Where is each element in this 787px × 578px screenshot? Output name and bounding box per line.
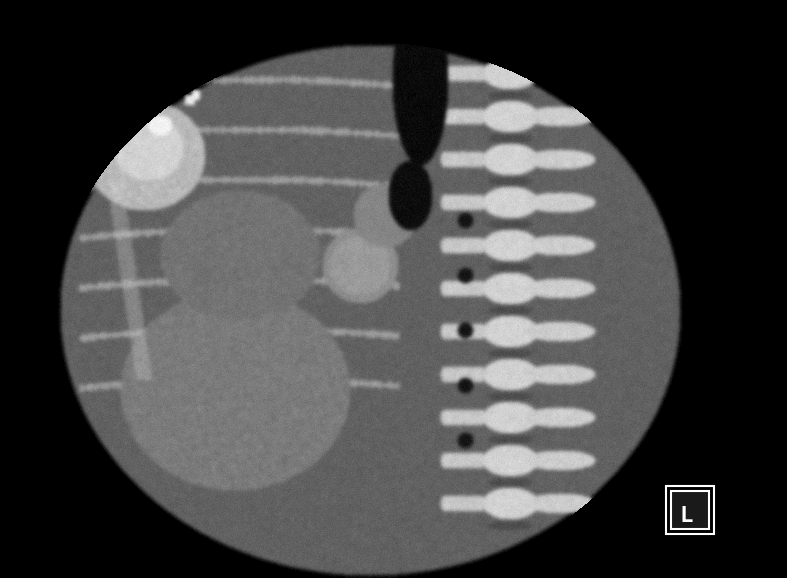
Bar xyxy=(666,486,714,534)
Text: L: L xyxy=(679,506,693,526)
Bar xyxy=(671,491,709,529)
